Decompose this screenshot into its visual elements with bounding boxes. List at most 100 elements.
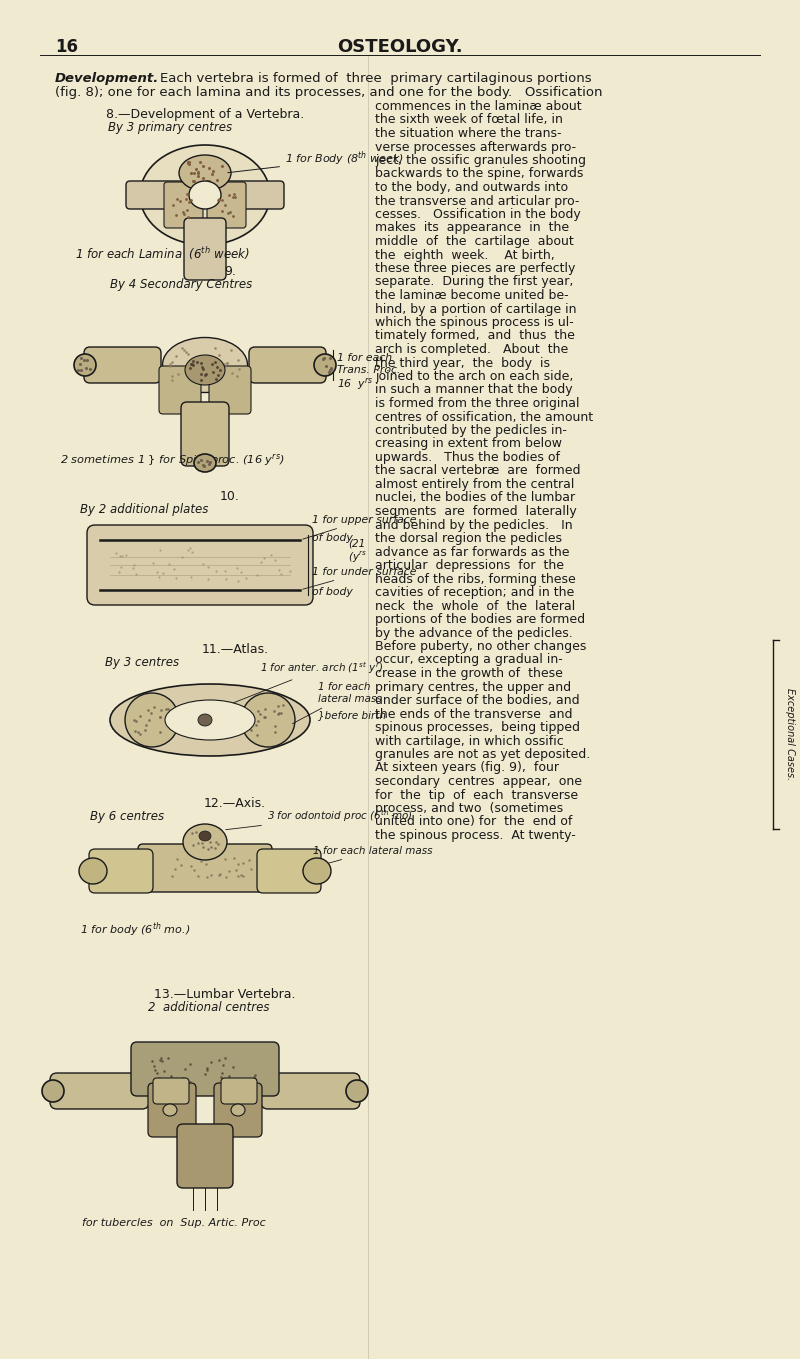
Text: timately formed,  and  thus  the: timately formed, and thus the bbox=[375, 329, 575, 342]
Text: granules are not as yet deposited.: granules are not as yet deposited. bbox=[375, 747, 590, 761]
Ellipse shape bbox=[42, 1080, 64, 1102]
Text: these three pieces are perfectly: these three pieces are perfectly bbox=[375, 262, 575, 275]
Text: Before puberty, no other changes: Before puberty, no other changes bbox=[375, 640, 586, 654]
Text: 1 for body (6$^{th}$ mo.): 1 for body (6$^{th}$ mo.) bbox=[80, 920, 190, 939]
Ellipse shape bbox=[199, 830, 211, 841]
Ellipse shape bbox=[110, 684, 310, 756]
Text: middle  of  the  cartilage  about: middle of the cartilage about bbox=[375, 235, 574, 247]
Text: crease in the growth of  these: crease in the growth of these bbox=[375, 667, 563, 680]
Text: upwards.   Thus the bodies of: upwards. Thus the bodies of bbox=[375, 451, 560, 463]
Ellipse shape bbox=[346, 1080, 368, 1102]
FancyBboxPatch shape bbox=[226, 181, 284, 209]
Text: of body: of body bbox=[312, 533, 353, 544]
Text: under surface of the bodies, and: under surface of the bodies, and bbox=[375, 694, 580, 707]
Text: for tubercles  on  Sup. Artic. Proc: for tubercles on Sup. Artic. Proc bbox=[82, 1218, 266, 1229]
Text: with cartilage, in which ossific: with cartilage, in which ossific bbox=[375, 734, 564, 747]
Text: By 4 Secondary Centres: By 4 Secondary Centres bbox=[110, 279, 252, 291]
FancyBboxPatch shape bbox=[159, 366, 201, 414]
Text: advance as far forwards as the: advance as far forwards as the bbox=[375, 545, 570, 559]
FancyBboxPatch shape bbox=[138, 844, 272, 892]
Ellipse shape bbox=[231, 1104, 245, 1116]
Text: in such a manner that the body: in such a manner that the body bbox=[375, 383, 573, 397]
Text: portions of the bodies are formed: portions of the bodies are formed bbox=[375, 613, 585, 626]
Ellipse shape bbox=[303, 858, 331, 883]
FancyBboxPatch shape bbox=[221, 1078, 257, 1104]
Text: to the body, and outwards into: to the body, and outwards into bbox=[375, 181, 568, 194]
Ellipse shape bbox=[165, 700, 255, 741]
Text: backwards to the spine, forwards: backwards to the spine, forwards bbox=[375, 167, 583, 181]
Text: makes  its  appearance  in  the: makes its appearance in the bbox=[375, 222, 569, 235]
Text: the dorsal region the pedicles: the dorsal region the pedicles bbox=[375, 531, 562, 545]
Text: cesses.   Ossification in the body: cesses. Ossification in the body bbox=[375, 208, 581, 222]
Text: the sixth week of fœtal life, in: the sixth week of fœtal life, in bbox=[375, 114, 563, 126]
FancyBboxPatch shape bbox=[164, 182, 203, 228]
Ellipse shape bbox=[162, 337, 247, 393]
Text: 16: 16 bbox=[55, 38, 78, 56]
Text: 16  y$^{rs}$: 16 y$^{rs}$ bbox=[337, 376, 374, 393]
Text: by the advance of the pedicles.: by the advance of the pedicles. bbox=[375, 626, 573, 640]
Ellipse shape bbox=[74, 353, 96, 376]
Ellipse shape bbox=[194, 454, 216, 472]
FancyBboxPatch shape bbox=[184, 217, 226, 280]
Text: By 6 centres: By 6 centres bbox=[90, 810, 164, 824]
Text: the ends of the transverse  and: the ends of the transverse and bbox=[375, 708, 573, 720]
Text: neck  the  whole  of  the  lateral: neck the whole of the lateral bbox=[375, 599, 575, 613]
Ellipse shape bbox=[198, 713, 212, 726]
Text: 2  additional centres: 2 additional centres bbox=[148, 1002, 270, 1014]
Text: 12.—Axis.: 12.—Axis. bbox=[204, 796, 266, 810]
Text: 1 for Body (8$^{th}$ week): 1 for Body (8$^{th}$ week) bbox=[228, 149, 404, 173]
Ellipse shape bbox=[314, 353, 336, 376]
Text: united into one) for  the  end of: united into one) for the end of bbox=[375, 815, 572, 829]
Text: 1 for each lateral mass: 1 for each lateral mass bbox=[302, 847, 433, 870]
Text: commences in the laminæ about: commences in the laminæ about bbox=[375, 101, 582, 113]
Text: 3 for odontoid proc (6$^{th}$ mo): 3 for odontoid proc (6$^{th}$ mo) bbox=[226, 809, 413, 830]
Ellipse shape bbox=[79, 858, 107, 883]
Text: cavities of reception; and in the: cavities of reception; and in the bbox=[375, 586, 574, 599]
Text: verse processes afterwards pro-: verse processes afterwards pro- bbox=[375, 140, 576, 154]
Text: contributed by the pedicles in-: contributed by the pedicles in- bbox=[375, 424, 567, 438]
Ellipse shape bbox=[163, 1104, 177, 1116]
Text: (fig. 8); one for each lamina and its processes, and one for the body.   Ossific: (fig. 8); one for each lamina and its pr… bbox=[55, 86, 602, 99]
FancyBboxPatch shape bbox=[148, 1083, 196, 1137]
FancyBboxPatch shape bbox=[257, 849, 321, 893]
Text: of body: of body bbox=[312, 587, 353, 597]
Text: centres of ossification, the amount: centres of ossification, the amount bbox=[375, 410, 593, 424]
Ellipse shape bbox=[183, 824, 227, 860]
Text: spinous processes,  being tipped: spinous processes, being tipped bbox=[375, 722, 580, 734]
Text: segments  are  formed  laterally: segments are formed laterally bbox=[375, 506, 577, 518]
Text: the spinous process.  At twenty-: the spinous process. At twenty- bbox=[375, 829, 576, 843]
Text: arch is completed.   About  the: arch is completed. About the bbox=[375, 342, 568, 356]
Text: 1 for each Lamina  (6$^{th}$ week): 1 for each Lamina (6$^{th}$ week) bbox=[75, 245, 250, 262]
FancyBboxPatch shape bbox=[89, 849, 153, 893]
Text: By 3 centres: By 3 centres bbox=[105, 656, 179, 669]
Text: 2 sometimes 1 $\}$ for Spin. proc. (16 y$^{rs}$): 2 sometimes 1 $\}$ for Spin. proc. (16 y… bbox=[60, 453, 285, 469]
Text: 11.—Atlas.: 11.—Atlas. bbox=[202, 643, 269, 656]
Text: Exceptional Cases.: Exceptional Cases. bbox=[785, 689, 795, 780]
Text: the  eighth  week.    At birth,: the eighth week. At birth, bbox=[375, 249, 554, 261]
Text: (21: (21 bbox=[348, 540, 366, 549]
Ellipse shape bbox=[189, 181, 221, 209]
Text: the sacral vertebræ  are  formed: the sacral vertebræ are formed bbox=[375, 465, 581, 477]
Text: separate.  During the first year,: separate. During the first year, bbox=[375, 276, 574, 288]
FancyBboxPatch shape bbox=[177, 1124, 233, 1188]
Text: and behind by the pedicles.   In: and behind by the pedicles. In bbox=[375, 519, 573, 531]
Text: 1 for under surface: 1 for under surface bbox=[302, 567, 417, 590]
FancyBboxPatch shape bbox=[126, 181, 184, 209]
Text: occur, excepting a gradual in-: occur, excepting a gradual in- bbox=[375, 654, 562, 666]
Text: 1 for upper surface: 1 for upper surface bbox=[302, 515, 417, 540]
Text: 13.—Lumbar Vertebra.: 13.—Lumbar Vertebra. bbox=[154, 988, 296, 1002]
Text: 1 for each
lateral mass: 1 for each lateral mass bbox=[293, 682, 382, 724]
Text: primary centres, the upper and: primary centres, the upper and bbox=[375, 681, 571, 693]
Text: is formed from the three original: is formed from the three original bbox=[375, 397, 579, 410]
Text: articular  depressions  for  the: articular depressions for the bbox=[375, 559, 564, 572]
Text: the transverse and articular pro-: the transverse and articular pro- bbox=[375, 194, 579, 208]
FancyBboxPatch shape bbox=[131, 1042, 279, 1095]
Text: secondary  centres  appear,  one: secondary centres appear, one bbox=[375, 775, 582, 788]
Text: the situation where the trans-: the situation where the trans- bbox=[375, 126, 562, 140]
Text: Development.: Development. bbox=[55, 72, 159, 86]
Ellipse shape bbox=[241, 693, 295, 747]
Text: process, and two  (sometimes: process, and two (sometimes bbox=[375, 802, 563, 815]
FancyBboxPatch shape bbox=[87, 525, 313, 605]
Text: Each vertebra is formed of  three  primary cartilaginous portions: Each vertebra is formed of three primary… bbox=[160, 72, 592, 86]
Text: ject, the ossific granules shooting: ject, the ossific granules shooting bbox=[375, 154, 586, 167]
